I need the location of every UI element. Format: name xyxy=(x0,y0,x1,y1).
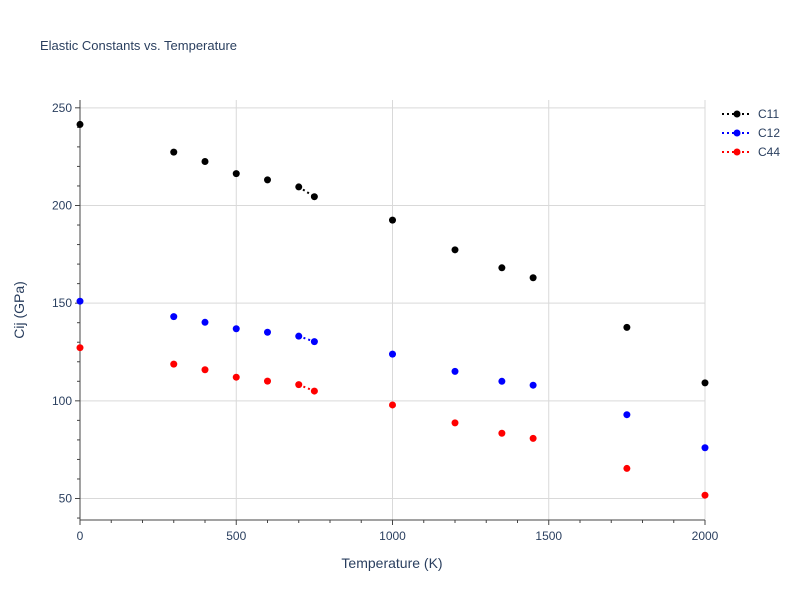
y-tick-label: 250 xyxy=(52,101,72,115)
data-point[interactable] xyxy=(701,491,709,499)
data-point[interactable] xyxy=(295,381,303,389)
data-point[interactable] xyxy=(76,344,84,352)
data-point[interactable] xyxy=(389,216,396,224)
data-point[interactable] xyxy=(389,401,396,409)
data-point[interactable] xyxy=(498,264,506,272)
data-point[interactable] xyxy=(623,411,631,419)
x-axis-title: Temperature (K) xyxy=(341,555,442,571)
legend-item-c11[interactable]: C11 xyxy=(722,107,779,121)
data-point[interactable] xyxy=(264,377,271,385)
data-point[interactable] xyxy=(295,332,303,340)
data-point[interactable] xyxy=(701,379,709,387)
series-c12 xyxy=(76,297,709,452)
data-point[interactable] xyxy=(529,274,537,282)
legend-item-c12[interactable]: C12 xyxy=(722,126,780,140)
data-point[interactable] xyxy=(451,246,459,254)
legend: C11 C12 C44 xyxy=(722,107,780,159)
data-point[interactable] xyxy=(201,318,209,326)
data-point[interactable] xyxy=(623,464,631,472)
x-tick-label: 500 xyxy=(226,529,246,543)
y-tick-label: 100 xyxy=(52,394,72,408)
data-point[interactable] xyxy=(451,367,459,375)
data-point[interactable] xyxy=(170,313,178,321)
data-point[interactable] xyxy=(232,170,240,178)
data-point[interactable] xyxy=(170,148,178,156)
legend-swatch-marker xyxy=(733,129,741,137)
chart-title: Elastic Constants vs. Temperature xyxy=(40,38,237,53)
x-tick-labels: 0 500 1000 1500 2000 xyxy=(77,529,719,543)
legend-label: C11 xyxy=(758,107,779,121)
x-tick-label: 1000 xyxy=(379,529,406,543)
legend-swatch-marker xyxy=(733,110,741,118)
data-point[interactable] xyxy=(389,350,396,358)
grid-lines xyxy=(80,100,706,520)
y-axis-title: Cij (GPa) xyxy=(11,281,27,339)
data-point[interactable] xyxy=(498,429,506,437)
data-point[interactable] xyxy=(264,176,271,184)
series-c44 xyxy=(76,344,709,499)
y-tick-label: 200 xyxy=(52,198,72,212)
data-point[interactable] xyxy=(310,338,318,346)
data-point[interactable] xyxy=(451,419,459,427)
data-point[interactable] xyxy=(264,328,271,336)
data-point[interactable] xyxy=(76,120,84,128)
x-tick-label: 0 xyxy=(77,529,84,543)
data-point[interactable] xyxy=(529,381,537,389)
y-tick-label: 150 xyxy=(52,296,72,310)
x-tick-label: 1500 xyxy=(535,529,562,543)
data-point[interactable] xyxy=(201,158,209,166)
data-point[interactable] xyxy=(701,444,709,452)
y-tick-label: 50 xyxy=(59,492,73,506)
series-c11 xyxy=(76,120,709,387)
y-tick-labels: 50 100 150 200 250 xyxy=(52,101,72,506)
axes xyxy=(75,100,706,525)
data-point[interactable] xyxy=(170,360,178,368)
data-point[interactable] xyxy=(76,297,84,305)
legend-label: C44 xyxy=(758,145,780,159)
x-tick-label: 2000 xyxy=(692,529,719,543)
data-point[interactable] xyxy=(623,323,631,331)
legend-label: C12 xyxy=(758,126,780,140)
series xyxy=(76,120,709,499)
data-point[interactable] xyxy=(295,183,303,191)
legend-item-c44[interactable]: C44 xyxy=(722,145,780,159)
data-point[interactable] xyxy=(310,193,318,201)
legend-swatch-marker xyxy=(733,148,741,156)
data-point[interactable] xyxy=(232,373,240,381)
data-point[interactable] xyxy=(201,366,209,374)
data-point[interactable] xyxy=(529,434,537,442)
data-point[interactable] xyxy=(498,377,506,385)
data-point[interactable] xyxy=(310,387,318,395)
data-point[interactable] xyxy=(232,325,240,333)
